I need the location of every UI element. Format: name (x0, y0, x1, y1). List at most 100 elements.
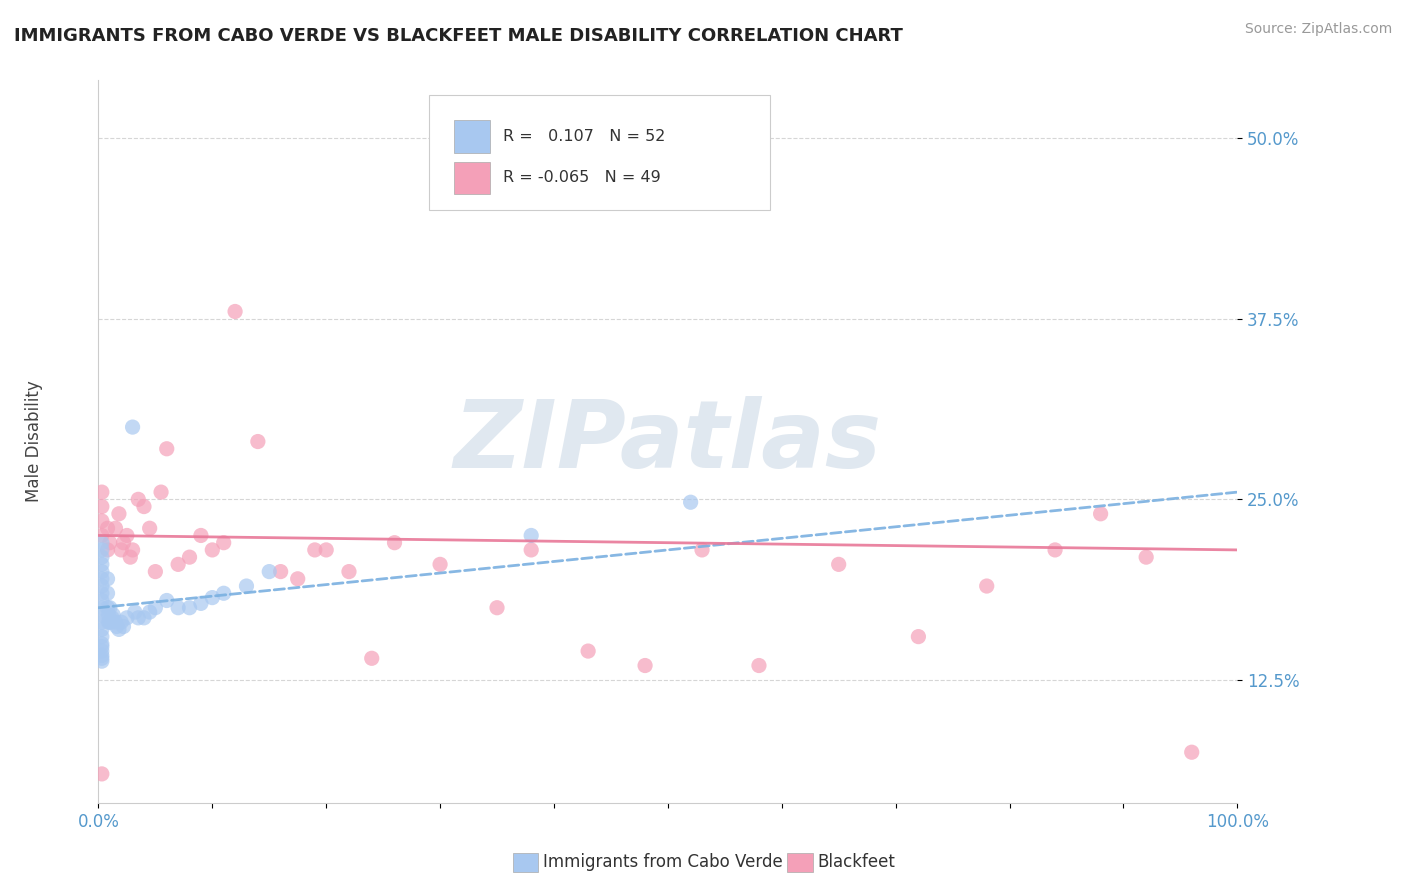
Point (520, 542, 543, 557)
Point (127, 492, 149, 507)
Point (90, 586, 112, 600)
Point (907, 630, 929, 644)
Point (1043, 542, 1066, 557)
Point (976, 579, 998, 593)
Point (115, 611, 138, 625)
Point (90, 528, 112, 542)
Point (90, 607, 112, 622)
Point (90, 651, 112, 665)
Point (97, 607, 120, 622)
Point (90, 767, 112, 781)
Point (108, 507, 131, 521)
Point (90, 579, 112, 593)
Point (96, 572, 118, 586)
Point (90, 630, 112, 644)
Point (259, 565, 281, 579)
Point (246, 434, 269, 449)
Point (90, 648, 112, 663)
Point (132, 611, 155, 625)
Point (120, 550, 142, 565)
Point (104, 521, 127, 535)
Point (124, 605, 146, 619)
Point (156, 442, 179, 456)
Point (138, 521, 160, 535)
Point (167, 600, 190, 615)
Point (828, 558, 851, 572)
Point (235, 579, 257, 593)
Point (138, 605, 160, 619)
Point (110, 615, 132, 630)
Point (1135, 550, 1157, 565)
Point (121, 542, 143, 557)
Point (90, 640, 112, 654)
Point (179, 550, 201, 565)
Point (96, 586, 118, 600)
Point (121, 420, 143, 434)
Point (190, 528, 212, 542)
Point (201, 542, 224, 557)
Bar (454, 161, 491, 194)
Point (90, 550, 112, 565)
Point (179, 600, 201, 615)
Point (287, 572, 309, 586)
Point (486, 600, 509, 615)
Point (90, 558, 112, 572)
FancyBboxPatch shape (429, 95, 770, 211)
Point (90, 572, 112, 586)
Point (98, 615, 121, 630)
Text: R =   0.107   N = 52: R = 0.107 N = 52 (503, 129, 665, 145)
Point (132, 500, 155, 514)
Point (315, 542, 337, 557)
Point (167, 558, 190, 572)
Point (90, 485, 112, 500)
Point (690, 542, 713, 557)
Point (90, 542, 112, 557)
Point (1181, 745, 1204, 759)
Point (90, 514, 112, 528)
Point (98, 600, 121, 615)
Point (96, 542, 118, 557)
Text: R = -0.065   N = 49: R = -0.065 N = 49 (503, 170, 661, 186)
Point (90, 623, 112, 637)
Point (337, 565, 360, 579)
Point (97, 615, 120, 630)
Point (145, 600, 167, 615)
Point (190, 596, 212, 610)
Point (748, 658, 770, 673)
Text: Blackfeet: Blackfeet (817, 853, 894, 871)
Point (101, 611, 124, 625)
Point (110, 542, 132, 557)
Point (90, 600, 112, 615)
Point (270, 565, 292, 579)
Text: Immigrants from Cabo Verde: Immigrants from Cabo Verde (543, 853, 783, 871)
Point (104, 615, 127, 630)
Point (90, 500, 112, 514)
Point (212, 535, 235, 549)
Point (100, 615, 122, 630)
Y-axis label: Male Disability: Male Disability (25, 381, 42, 502)
Point (115, 528, 138, 542)
Text: Source: ZipAtlas.com: Source: ZipAtlas.com (1244, 22, 1392, 37)
Point (212, 586, 235, 600)
Point (112, 535, 135, 549)
Point (1090, 507, 1112, 521)
Point (112, 619, 135, 633)
Text: IMMIGRANTS FROM CABO VERDE VS BLACKFEET MALE DISABILITY CORRELATION CHART: IMMIGRANTS FROM CABO VERDE VS BLACKFEET … (14, 27, 903, 45)
Point (90, 615, 112, 630)
Point (108, 623, 131, 637)
Point (103, 607, 125, 622)
Point (90, 593, 112, 607)
Point (96, 521, 118, 535)
Point (105, 619, 128, 633)
Point (429, 558, 451, 572)
Text: ZIPatlas: ZIPatlas (454, 395, 882, 488)
Point (304, 542, 326, 557)
Point (156, 593, 179, 607)
Point (360, 651, 382, 665)
Point (224, 304, 246, 318)
Point (145, 565, 167, 579)
Bar (454, 120, 491, 153)
Point (90, 637, 112, 651)
Point (520, 528, 543, 542)
Point (98, 535, 121, 549)
